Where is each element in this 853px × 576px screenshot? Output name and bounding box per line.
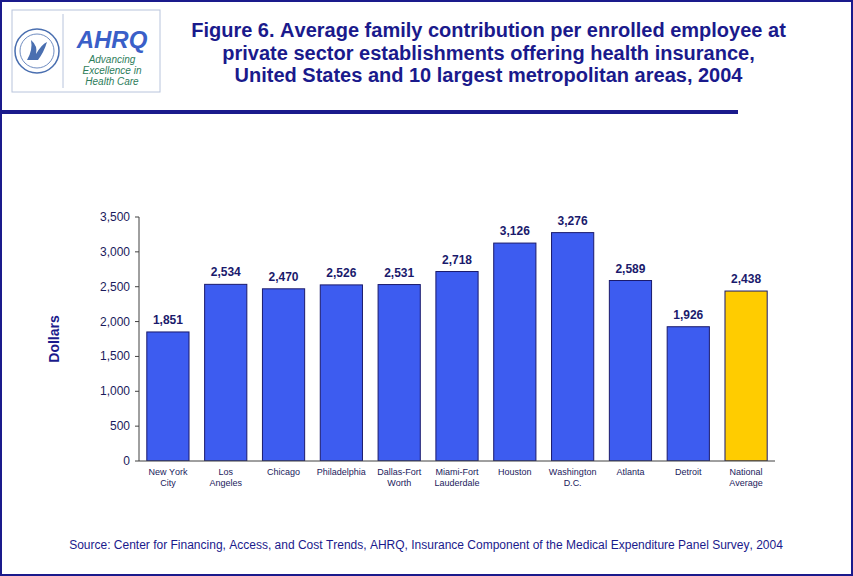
data-label: 1,926 [673,308,703,322]
bar [725,291,767,461]
chart-title: Figure 6. Average family contribution pe… [190,19,787,87]
stage: AHRQAdvancingExcellence inHealth Care 0 50… [0,0,853,576]
logo-tagline: Excellence in [83,65,142,76]
bar [205,284,247,461]
y-tick-label: 0 [123,454,130,468]
y-tick-label: 1,500 [100,349,130,363]
bar [320,285,362,461]
x-tick-label-line: Detroit [675,467,702,477]
x-tick-label-line: Worth [387,478,411,488]
x-tick-label-line: Atlanta [616,467,644,477]
logo-agency: AHRQ [76,26,148,53]
y-tick-label: 2,000 [100,315,130,329]
data-label: 3,126 [500,224,530,238]
y-tick [135,217,139,218]
x-tick-label-line: Miami-Fort [436,467,479,477]
x-tick-label: Dallas-FortWorth [377,467,422,488]
y-tick [135,356,139,357]
bar [436,272,478,461]
y-tick [135,426,139,427]
y-tick [135,391,139,392]
page-border [1,1,852,575]
x-tick-label-line: National [730,467,763,477]
x-tick-label-line: Philadelphia [317,467,366,477]
bar [494,243,536,461]
data-label: 2,531 [384,266,414,280]
y-tick-label: 2,500 [100,280,130,294]
logo-box [12,10,160,92]
x-tick-label: Chicago [267,467,300,477]
x-axis-line [139,461,775,462]
logo-seal [15,29,59,73]
x-tick-label: WashingtonD.C. [549,467,597,488]
y-tick-label: 1,000 [100,384,130,398]
data-label: 2,470 [269,270,299,284]
y-tick-label: 3,500 [100,210,130,224]
bar [378,285,420,461]
bar [552,233,594,461]
chart-canvas: AHRQAdvancingExcellence inHealth Care 0 50… [0,0,853,576]
x-tick-label: Miami-FortLauderdale [434,467,479,488]
x-tick-label-line: Dallas-Fort [377,467,422,477]
x-tick-label: New YorkCity [148,467,188,488]
data-label: 3,276 [558,214,588,228]
x-tick-label-line: City [160,478,176,488]
x-tick-label-line: New York [148,467,188,477]
logo-tagline: Advancing [88,54,136,65]
y-tick-label: 3,000 [100,245,130,259]
data-label: 2,589 [615,262,645,276]
x-tick-label-line: Los [218,467,233,477]
y-tick [135,251,139,252]
data-label: 2,438 [731,272,761,286]
bar [147,332,189,461]
x-tick-label-line: Angeles [209,478,242,488]
y-tick [135,321,139,322]
x-tick-label: LosAngeles [209,467,242,488]
bars [147,233,767,461]
source-note: Source: Center for Financing, Access, an… [69,538,783,552]
x-tick-label: Philadelphia [317,467,366,477]
logo: AHRQAdvancingExcellence inHealth Care [12,10,160,92]
data-label: 2,526 [326,266,356,280]
logo-seal-eagle [27,40,47,60]
x-tick-label-line: D.C. [564,478,582,488]
bar [667,327,709,461]
logo-divider [63,14,64,88]
y-axis-line [139,217,140,461]
y-axis-title: Dollars [46,315,62,363]
x-tick-label: NationalAverage [729,467,763,488]
y-tick [135,286,139,287]
header-rule [0,110,738,114]
bar [609,281,651,461]
y-tick [135,461,139,462]
x-tick-label-line: Lauderdale [434,478,479,488]
data-label: 2,534 [211,265,241,279]
x-tick-label-line: Chicago [267,467,300,477]
x-tick-label-line: Houston [498,467,532,477]
x-tick-label: Atlanta [616,467,644,477]
logo-seal-inner [20,34,54,68]
x-tick-label: Detroit [675,467,702,477]
x-tick-label-line: Washington [549,467,597,477]
data-label: 2,718 [442,253,472,267]
y-tick-label: 500 [110,419,130,433]
x-tick-label-line: Average [729,478,763,488]
data-label: 1,851 [153,313,183,327]
bar [262,289,304,461]
logo-tagline: Health Care [85,76,139,87]
x-tick-label: Houston [498,467,532,477]
